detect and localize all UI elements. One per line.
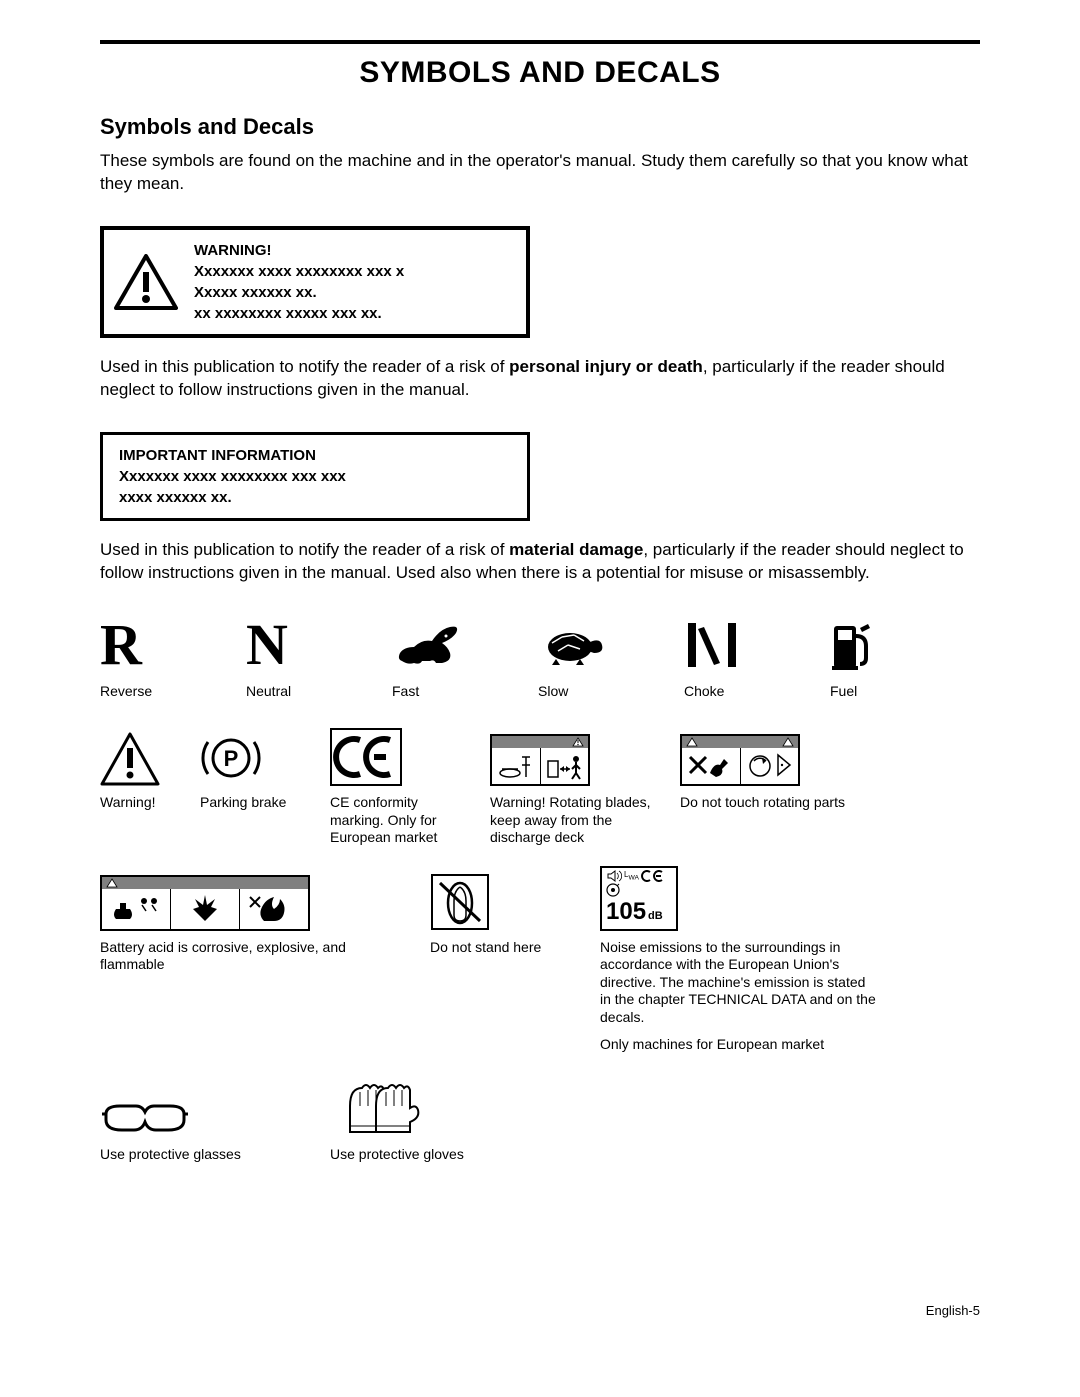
no-touch-decal-icon [680, 724, 800, 786]
symbol-neutral: N Neutral [246, 615, 356, 701]
symbol-reverse: R Reverse [100, 615, 210, 701]
fuel-label: Fuel [830, 683, 857, 701]
noise-emission-icon: LWA 105 dB [600, 871, 678, 931]
symbol-gloves: Use protective gloves [330, 1078, 500, 1164]
fast-label: Fast [392, 683, 419, 701]
reverse-label: Reverse [100, 683, 152, 701]
info-box: IMPORTANT INFORMATION Xxxxxxx xxxx xxxxx… [100, 432, 530, 521]
neutral-label: Neutral [246, 683, 291, 701]
rabbit-icon [392, 615, 462, 675]
info-line1: Xxxxxxx xxxx xxxxxxxx xxx xxx [119, 466, 511, 487]
top-rule [100, 40, 980, 44]
symbol-row-1: R Reverse N Neutral Fast Slow [100, 615, 980, 701]
symbol-parking-brake: P Parking brake [200, 724, 310, 812]
symbol-row-2: Warning! P Parking brake CE conformity m… [100, 724, 980, 847]
glasses-label: Use protective glasses [100, 1146, 241, 1164]
turtle-icon [538, 615, 608, 675]
warning-box: WARNING! Xxxxxxx xxxx xxxxxxxx xxx x Xxx… [100, 226, 530, 338]
symbol-choke: Choke [684, 615, 794, 701]
rotating-blades-decal-icon [490, 724, 590, 786]
fuel-pump-icon [830, 615, 874, 675]
symbol-ce: CE conformity marking. Only for European… [330, 724, 470, 847]
parking-brake-icon: P [200, 724, 262, 786]
gloves-label: Use protective gloves [330, 1146, 464, 1164]
warning-label: Warning! [100, 794, 156, 812]
warning-title: WARNING! [194, 240, 404, 261]
noise-label-2: Only machines for European market [600, 1036, 824, 1054]
symbol-fuel: Fuel [830, 615, 940, 701]
battery-label: Battery acid is corrosive, explosive, an… [100, 939, 400, 974]
ce-label: CE conformity marking. Only for European… [330, 794, 470, 847]
symbol-rotating-blades: Warning! Rotating blades, keep away from… [490, 724, 660, 847]
no-stand-label: Do not stand here [430, 939, 541, 957]
symbol-row-4: Use protective glasses Use protective gl… [100, 1078, 980, 1164]
warning-explain-bold: personal injury or death [509, 357, 703, 376]
warning-explain: Used in this publication to notify the r… [100, 356, 980, 402]
symbol-battery: Battery acid is corrosive, explosive, an… [100, 871, 400, 974]
symbol-no-stand: Do not stand here [430, 871, 570, 957]
warning-text: WARNING! Xxxxxxx xxxx xxxxxxxx xxx x Xxx… [194, 240, 404, 324]
warning-triangle-icon [114, 254, 178, 310]
reverse-icon: R [100, 616, 142, 674]
info-text: IMPORTANT INFORMATION Xxxxxxx xxxx xxxxx… [119, 445, 511, 508]
info-explain-pre: Used in this publication to notify the r… [100, 540, 509, 559]
protective-gloves-icon [330, 1078, 430, 1138]
intro-text: These symbols are found on the machine a… [100, 150, 980, 196]
warning-icon [100, 724, 160, 786]
parking-brake-label: Parking brake [200, 794, 286, 812]
warning-line3: xx xxxxxxxx xxxxx xxx xx. [194, 303, 404, 324]
slow-label: Slow [538, 683, 568, 701]
info-explain: Used in this publication to notify the r… [100, 539, 980, 585]
symbol-warning: Warning! [100, 724, 180, 812]
page-footer: English-5 [100, 1303, 980, 1318]
symbol-noise: LWA 105 dB Noise emissions to the surrou… [600, 871, 880, 1054]
symbol-glasses: Use protective glasses [100, 1078, 270, 1164]
symbol-row-3: Battery acid is corrosive, explosive, an… [100, 871, 980, 1054]
warning-line1: Xxxxxxx xxxx xxxxxxxx xxx x [194, 261, 404, 282]
safety-glasses-icon [100, 1078, 190, 1138]
noise-label: Noise emissions to the surroundings in a… [600, 939, 880, 1027]
symbol-slow: Slow [538, 615, 648, 701]
section-title: Symbols and Decals [100, 114, 980, 140]
rotating-blades-label: Warning! Rotating blades, keep away from… [490, 794, 660, 847]
warning-line2: Xxxxx xxxxxx xx. [194, 282, 404, 303]
info-title: IMPORTANT INFORMATION [119, 445, 511, 466]
warning-explain-pre: Used in this publication to notify the r… [100, 357, 509, 376]
info-line2: xxxx xxxxxx xx. [119, 487, 511, 508]
battery-hazard-decal-icon [100, 871, 310, 931]
noise-value: 105 [606, 897, 646, 927]
symbol-fast: Fast [392, 615, 502, 701]
svg-text:P: P [224, 746, 239, 771]
ce-mark-icon [330, 724, 402, 786]
info-explain-bold: material damage [509, 540, 643, 559]
neutral-icon: N [246, 616, 288, 674]
choke-icon [684, 615, 740, 675]
no-stand-icon [430, 871, 490, 931]
choke-label: Choke [684, 683, 724, 701]
symbol-no-touch: Do not touch rotating parts [680, 724, 850, 812]
noise-unit: dB [648, 910, 663, 924]
no-touch-label: Do not touch rotating parts [680, 794, 845, 812]
page-heading: SYMBOLS AND DECALS [100, 56, 980, 90]
